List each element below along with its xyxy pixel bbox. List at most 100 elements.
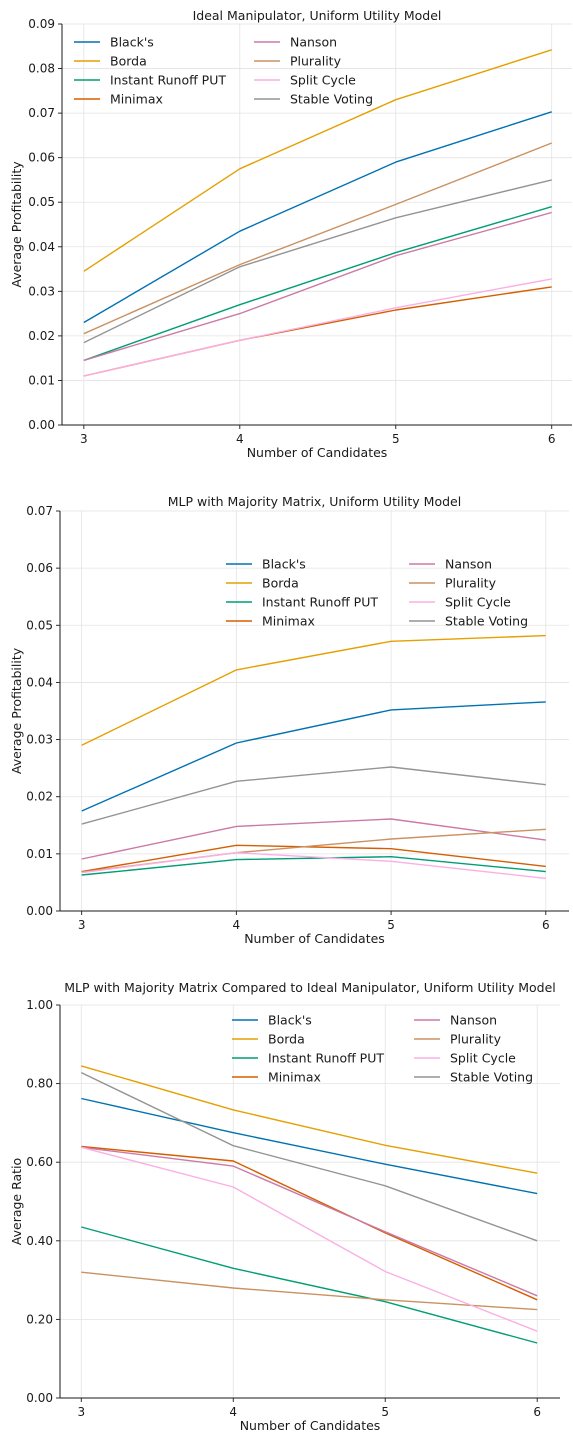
series-line-minimax	[81, 844, 546, 873]
y-tick-label: 0.40	[26, 1234, 53, 1248]
legend-label: Instant Runoff PUT	[268, 1051, 384, 1066]
y-tick-label: 0.20	[26, 1312, 53, 1326]
series-line-stable-voting	[81, 766, 546, 825]
x-tick-label: 5	[381, 1405, 389, 1419]
x-axis-label: Number of Candidates	[247, 445, 388, 460]
series-line-borda	[81, 634, 546, 746]
legend-label: Plurality	[450, 1032, 502, 1047]
legend-label: Instant Runoff PUT	[262, 595, 378, 610]
chart-2: 0.00 0.01 0.02 0.03 0.04 0.05 0.06 0.07 3 4 5 6 MLP …	[9, 494, 569, 946]
series-line-split-cycle	[83, 278, 552, 377]
y-tick-label: 0.06	[28, 151, 55, 165]
y-tick-label: 0.07	[26, 504, 53, 518]
chart-1: 0.00 0.01 0.02 0.03 0.04 0.05 0.06 0.07 0.08 0.09…	[9, 8, 572, 460]
series-line-black-s	[81, 701, 546, 812]
grid	[60, 510, 569, 912]
legend-label: Nanson	[445, 557, 492, 572]
y-tick-label: 0.00	[28, 418, 55, 432]
y-tick-label: 0.05	[26, 618, 53, 632]
legend-label: Borda	[262, 576, 299, 591]
y-tick-label: 0.04	[26, 675, 53, 689]
y-tick-label: 0.00	[26, 1391, 53, 1405]
series-line-minimax	[83, 286, 552, 377]
chart-3: 0.00 0.20 0.40 0.60 0.80 1.00 3 4 5 6 MLP with Maj…	[9, 980, 560, 1433]
series-line-borda	[83, 49, 552, 272]
series-line-plurality	[81, 1271, 538, 1311]
series-line-borda	[81, 1065, 538, 1174]
legend: Black's Borda Instant Runoff PUT Minimax Nan…	[232, 1013, 533, 1085]
x-tick-label: 3	[78, 918, 86, 932]
x-tick-label: 3	[80, 432, 88, 446]
x-tick-label: 4	[236, 432, 244, 446]
legend-label: Split Cycle	[450, 1051, 516, 1066]
y-tick-label: 0.07	[28, 106, 55, 120]
legend-label: Stable Voting	[445, 614, 528, 629]
legend-label: Nanson	[290, 35, 337, 50]
legend-label: Split Cycle	[290, 73, 356, 88]
chart-title: MLP with Majority Matrix, Uniform Utilit…	[168, 494, 461, 509]
legend-label: Instant Runoff PUT	[110, 73, 226, 88]
y-axis-label: Average Profitability	[9, 647, 24, 774]
series-line-black-s	[83, 111, 552, 324]
chart-title: Ideal Manipulator, Uniform Utility Model	[193, 8, 442, 23]
series-line-minimax	[81, 1145, 538, 1301]
y-tick-label: 0.01	[28, 373, 55, 387]
legend-label: Split Cycle	[445, 595, 511, 610]
series-line-stable-voting	[80, 1071, 538, 1242]
x-axis-label: Number of Candidates	[244, 931, 385, 946]
series-line-instant-runoff-put	[81, 1226, 538, 1344]
x-tick-label: 6	[542, 918, 550, 932]
series-line-instant-runoff-put	[83, 206, 552, 362]
x-axis-label: Number of Candidates	[240, 1418, 381, 1433]
legend-label: Black's	[262, 557, 306, 572]
y-tick-label: 0.02	[26, 790, 53, 804]
y-tick-label: 0.08	[28, 62, 55, 76]
y-tick-label: 0.04	[28, 240, 55, 254]
y-tick-label: 0.09	[28, 17, 55, 31]
y-tick-label: 0.03	[28, 284, 55, 298]
legend-label: Borda	[268, 1032, 305, 1047]
x-tick-label: 5	[387, 918, 395, 932]
series-line-split-cycle	[81, 1146, 538, 1332]
series-line-plurality	[83, 142, 552, 335]
series-line-plurality	[81, 828, 546, 873]
chart-title: MLP with Majority Matrix Compared to Ide…	[64, 980, 555, 995]
legend-label: Stable Voting	[450, 1070, 533, 1085]
legend-label: Plurality	[445, 576, 497, 591]
series-lines	[81, 634, 546, 880]
y-tick-label: 0.00	[26, 904, 53, 918]
series-line-stable-voting	[83, 179, 552, 344]
series-line-instant-runoff-put	[81, 856, 546, 876]
legend-label: Minimax	[110, 92, 163, 107]
legend-label: Minimax	[268, 1070, 321, 1085]
legend-label: Nanson	[450, 1013, 497, 1028]
series-line-nanson	[83, 211, 552, 362]
series-line-nanson	[81, 1146, 538, 1297]
y-tick-label: 0.06	[26, 561, 53, 575]
y-tick-label: 0.03	[26, 733, 53, 747]
x-tick-label: 6	[533, 1405, 541, 1419]
series-line-black-s	[81, 1097, 538, 1195]
series-lines	[80, 1065, 538, 1344]
y-axis-label: Average Ratio	[9, 1158, 24, 1245]
series-line-nanson	[81, 818, 546, 860]
y-tick-label: 0.05	[28, 195, 55, 209]
y-tick-label: 0.01	[26, 847, 53, 861]
legend-label: Black's	[110, 35, 154, 50]
y-tick-label: 1.00	[26, 998, 53, 1012]
x-tick-label: 3	[77, 1405, 85, 1419]
legend: Black's Borda Instant Runoff PUT Minimax Nan…	[74, 35, 373, 107]
legend-label: Plurality	[290, 54, 342, 69]
series-line-split-cycle	[81, 852, 546, 880]
x-tick-label: 5	[392, 432, 400, 446]
legend-label: Minimax	[262, 614, 315, 629]
y-tick-label: 0.80	[26, 1077, 53, 1091]
y-tick-label: 0.60	[26, 1155, 53, 1169]
legend-label: Stable Voting	[290, 92, 373, 107]
x-tick-label: 4	[229, 1405, 237, 1419]
legend-label: Black's	[268, 1013, 312, 1028]
legend-label: Borda	[110, 54, 147, 69]
legend: Black's Borda Instant Runoff PUT Minimax Nan…	[226, 557, 528, 629]
x-tick-label: 6	[548, 432, 556, 446]
